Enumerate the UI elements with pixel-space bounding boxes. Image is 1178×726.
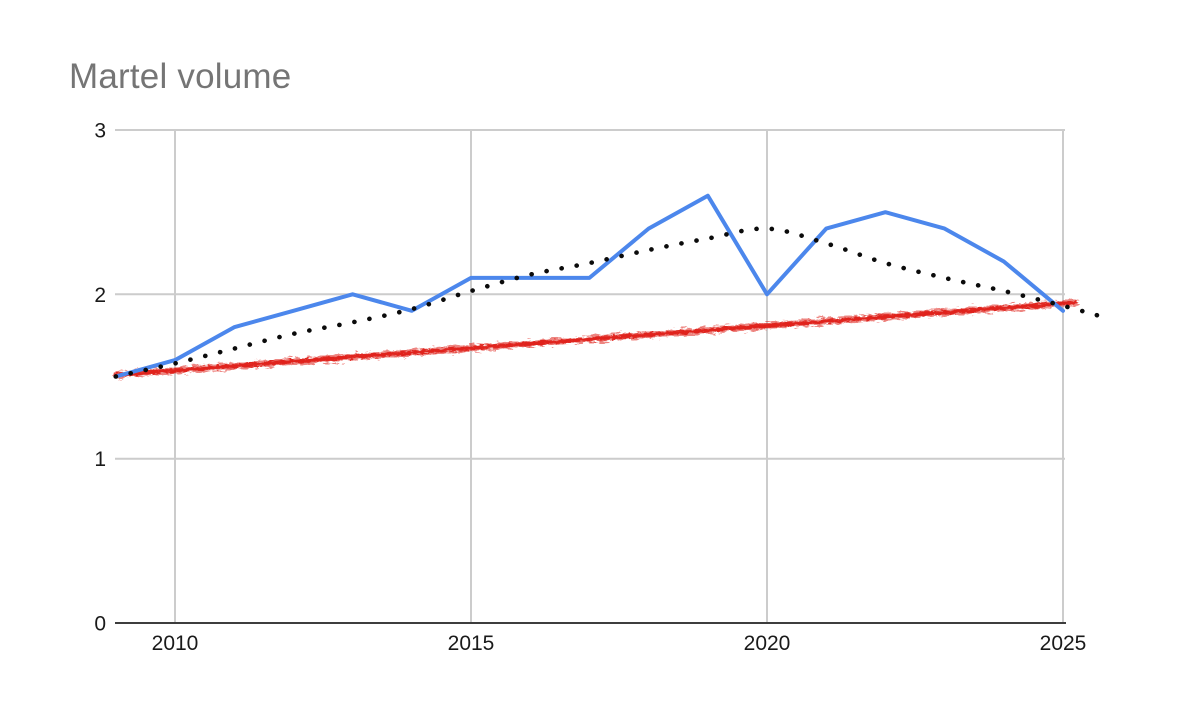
- y-axis-tick-label: 3: [94, 120, 106, 143]
- x-axis-tick-label: 2015: [448, 632, 495, 655]
- y-axis-tick-label: 2: [94, 284, 106, 307]
- dotted-trend-path: [113, 226, 1107, 379]
- x-axis-tick-label: 2025: [1040, 632, 1087, 655]
- y-axis-tick-labels: 0 1 2 3: [94, 120, 106, 636]
- chart-title: Martel volume: [69, 57, 292, 96]
- scribble-stroke: [114, 301, 1077, 377]
- y-axis-tick-label: 1: [94, 448, 106, 471]
- trendline-scribble: [112, 299, 1079, 379]
- x-axis-tick-label: 2010: [152, 632, 199, 655]
- x-axis-tick-label: 2020: [744, 632, 791, 655]
- main-series-path: [113, 193, 1065, 379]
- trendline-dotted: [113, 226, 1107, 379]
- series-line-main: [113, 193, 1065, 379]
- x-axis-tick-labels: 2010 2015 2020 2025: [152, 632, 1087, 655]
- gridlines: [115, 129, 1065, 622]
- y-axis-tick-label: 0: [94, 613, 106, 636]
